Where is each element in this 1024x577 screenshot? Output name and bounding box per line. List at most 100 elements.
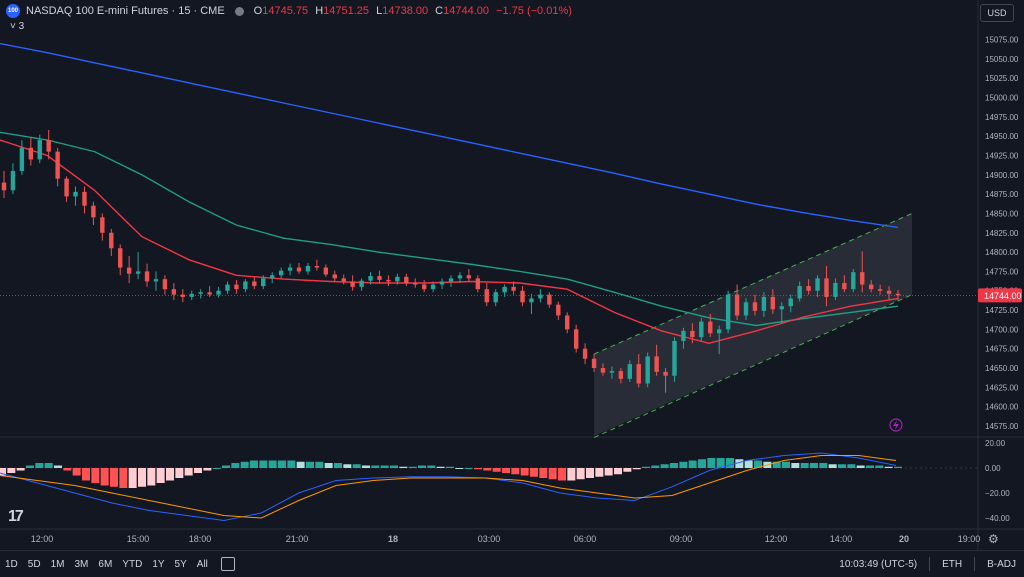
macd-histogram-bar bbox=[754, 460, 762, 468]
candle-body bbox=[377, 276, 382, 280]
timeframe-1y[interactable]: 1Y bbox=[152, 558, 165, 570]
macd-histogram-bar bbox=[866, 465, 874, 468]
price-tick-label: 14975.00 bbox=[985, 113, 1019, 122]
macd-histogram-bar bbox=[567, 468, 576, 481]
macd-histogram-bar bbox=[156, 468, 165, 483]
macd-histogram-bar bbox=[623, 468, 632, 472]
chart-canvas[interactable]: 15075.00 15050.00 15025.00 15000.00 14975.00… bbox=[0, 0, 1024, 550]
macd-histogram-bar bbox=[660, 464, 669, 468]
candle-body bbox=[654, 356, 659, 372]
macd-histogram-bar bbox=[819, 463, 828, 468]
price-tick-label: 14900.00 bbox=[985, 171, 1019, 180]
time-tick-label: 18 bbox=[388, 534, 398, 544]
candle-body bbox=[305, 266, 311, 272]
candle-body bbox=[824, 278, 829, 297]
macd-histogram-bar bbox=[800, 463, 809, 468]
macd-histogram-bar bbox=[72, 468, 81, 476]
candle-body bbox=[645, 356, 650, 384]
macd-histogram-bar bbox=[7, 468, 16, 473]
candle-body bbox=[582, 348, 588, 359]
candle-body bbox=[672, 340, 677, 376]
macd-histogram-bar bbox=[259, 460, 268, 468]
price-tick-label: 15075.00 bbox=[985, 36, 1019, 45]
symbol-title[interactable]: NASDAQ 100 E-mini Futures · 15 · CME bbox=[26, 5, 225, 17]
ohlc-values: O14745.75 H14751.25 L14738.00 C14744.00 … bbox=[253, 5, 572, 17]
candle-body bbox=[770, 296, 776, 310]
macd-histogram-bar bbox=[670, 463, 678, 468]
macd-histogram-bar bbox=[44, 463, 53, 468]
calendar-icon[interactable] bbox=[220, 557, 235, 571]
candle-body bbox=[278, 270, 284, 276]
timeframe-ytd[interactable]: YTD bbox=[122, 558, 143, 570]
candle-body bbox=[350, 281, 355, 287]
candle-body bbox=[341, 278, 346, 282]
macd-histogram-bar bbox=[54, 465, 62, 468]
current-price-badge bbox=[978, 288, 1022, 303]
macd-histogram-bar bbox=[614, 468, 622, 475]
candle-body bbox=[761, 296, 767, 311]
candle-body bbox=[126, 267, 132, 274]
macd-histogram-bar bbox=[278, 460, 286, 468]
candle-body bbox=[135, 271, 141, 274]
candle-body bbox=[493, 292, 498, 303]
price-tick-label: 14800.00 bbox=[985, 248, 1019, 257]
timeframe-5d[interactable]: 5D bbox=[27, 558, 41, 570]
candle-body bbox=[448, 278, 454, 282]
macd-histogram-bar bbox=[791, 463, 800, 468]
candle-body bbox=[484, 289, 489, 303]
macd-histogram-bar bbox=[371, 465, 380, 468]
candle-body bbox=[600, 368, 606, 373]
macd-histogram-bar bbox=[91, 468, 100, 483]
timeframe-1m[interactable]: 1M bbox=[50, 558, 65, 570]
candle-body bbox=[144, 271, 150, 282]
timeframe-all[interactable]: All bbox=[196, 558, 208, 570]
session-toggle[interactable]: ETH bbox=[942, 558, 963, 570]
ma-mid-line bbox=[0, 131, 899, 327]
candle-body bbox=[162, 279, 168, 290]
macd-histogram-bar bbox=[212, 468, 221, 469]
current-price-label: 14744.00 bbox=[984, 291, 1022, 301]
macd-histogram-bar bbox=[642, 466, 650, 468]
price-tick-label: 15050.00 bbox=[985, 55, 1019, 64]
ma-long-line bbox=[0, 42, 899, 229]
adjustment-toggle[interactable]: B-ADJ bbox=[987, 558, 1016, 570]
candle-body bbox=[743, 302, 749, 316]
candle-body bbox=[171, 289, 177, 295]
macd-histogram-bar bbox=[483, 468, 492, 471]
macd-histogram-bar bbox=[632, 468, 641, 470]
clock[interactable]: 10:03:49 (UTC-5) bbox=[839, 558, 918, 570]
candle-body bbox=[421, 284, 427, 290]
macd-histogram-bar bbox=[586, 468, 594, 478]
macd-line bbox=[0, 452, 897, 522]
candle-body bbox=[833, 283, 838, 297]
candle-body bbox=[457, 275, 463, 279]
gear-icon[interactable]: ⚙ bbox=[988, 532, 999, 546]
timeframe-3m[interactable]: 3M bbox=[74, 558, 89, 570]
indicators-toggle[interactable]: ˅ 3 bbox=[10, 21, 25, 32]
macd-histogram-bar bbox=[707, 458, 716, 468]
macd-tick-label: 0.00 bbox=[985, 464, 1001, 473]
macd-histogram-bar bbox=[343, 464, 352, 468]
price-tick-label: 14925.00 bbox=[985, 152, 1019, 161]
macd-histogram-bar bbox=[856, 465, 865, 468]
macd-histogram-bar bbox=[884, 466, 893, 468]
price-tick-label: 14775.00 bbox=[985, 267, 1019, 276]
currency-selector[interactable]: USD bbox=[980, 4, 1014, 22]
candle-body bbox=[19, 147, 25, 171]
candle-body bbox=[663, 371, 668, 376]
candle-body bbox=[404, 276, 409, 283]
time-tick-label: 15:00 bbox=[127, 534, 150, 544]
macd-histogram-bar bbox=[222, 465, 230, 468]
candle-body bbox=[100, 217, 105, 233]
candle-body bbox=[565, 315, 570, 330]
macd-histogram-bar bbox=[492, 468, 501, 472]
candle-body bbox=[851, 272, 856, 290]
timeframe-1d[interactable]: 1D bbox=[5, 558, 18, 570]
price-tick-label: 14850.00 bbox=[985, 209, 1019, 218]
candle-body bbox=[55, 151, 60, 179]
timeframe-5y[interactable]: 5Y bbox=[174, 558, 187, 570]
macd-histogram-bar bbox=[735, 459, 744, 468]
timeframe-6m[interactable]: 6M bbox=[98, 558, 113, 570]
macd-histogram-bar bbox=[0, 468, 6, 476]
candle-body bbox=[860, 272, 865, 285]
